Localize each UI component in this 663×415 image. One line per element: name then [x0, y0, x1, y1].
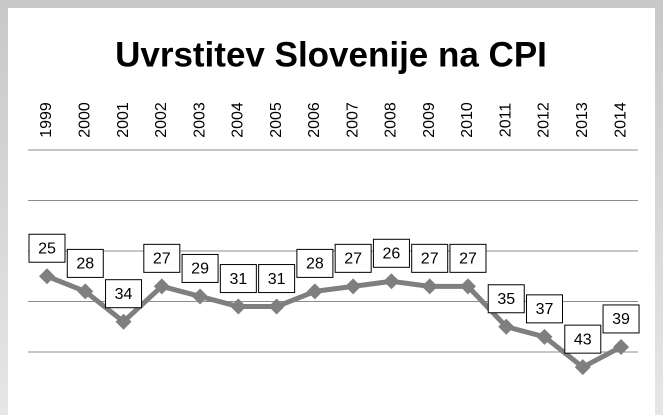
x-tick-label: 2001 — [115, 102, 132, 138]
marker — [77, 283, 94, 300]
data-label-box — [372, 238, 410, 268]
data-label-box — [66, 248, 104, 278]
data-label-box — [219, 264, 257, 294]
marker — [306, 283, 323, 300]
data-label-box — [602, 304, 640, 334]
data-label-box — [258, 264, 296, 294]
marker — [536, 328, 553, 345]
data-label: 28 — [306, 256, 324, 273]
data-label: 27 — [153, 251, 171, 268]
data-label-box — [105, 279, 143, 309]
chart-title: Uvrstitev Slovenije na CPI — [115, 35, 547, 74]
line — [46, 273, 623, 370]
x-tick-label: 2010 — [459, 102, 476, 138]
x-tick-label: 2005 — [268, 102, 285, 138]
data-label: 31 — [229, 271, 247, 288]
data-label-box — [28, 233, 66, 263]
data-label: 34 — [115, 286, 133, 303]
data-label-box — [564, 324, 602, 354]
x-tick-label: 2012 — [536, 102, 553, 138]
marker — [421, 278, 438, 295]
marker — [574, 359, 591, 376]
marker — [268, 298, 285, 315]
x-tick-label: 1999 — [38, 102, 55, 138]
x-tick-label: 2006 — [306, 102, 323, 138]
marker — [39, 268, 55, 285]
x-tick-label: 2008 — [383, 102, 400, 138]
x-tick-label: 2009 — [421, 102, 438, 138]
marker — [345, 278, 362, 295]
data-label: 26 — [383, 246, 401, 263]
x-tick-label: 2007 — [344, 102, 361, 138]
data-label: 31 — [268, 271, 286, 288]
x-tick-label: 2004 — [230, 102, 247, 138]
marker — [115, 313, 132, 330]
data-label-box — [487, 284, 525, 314]
data-label-box — [526, 294, 564, 324]
data-label-box — [181, 253, 219, 283]
marker — [192, 288, 209, 305]
data-label-box — [411, 243, 449, 273]
data-label: 35 — [497, 291, 515, 308]
data-label: 27 — [459, 251, 477, 268]
data-label: 27 — [421, 251, 439, 268]
marker — [459, 278, 476, 295]
data-label: 39 — [612, 311, 630, 328]
data-label-box — [334, 243, 372, 273]
marker — [498, 318, 515, 335]
marker — [613, 338, 630, 355]
plot-area — [8, 8, 655, 415]
x-tick-label: 2002 — [153, 102, 170, 138]
x-tick-label: 2011 — [497, 103, 514, 138]
x-tick-label: 2014 — [612, 102, 629, 138]
data-label-box — [296, 248, 334, 278]
x-tick-label: 2003 — [191, 102, 208, 138]
marker — [153, 278, 170, 295]
data-label-box — [143, 243, 181, 273]
data-label: 28 — [76, 256, 94, 273]
data-label: 29 — [191, 261, 209, 278]
data-label: 25 — [38, 240, 56, 257]
marker — [383, 273, 400, 290]
data-label-box — [449, 243, 487, 273]
data-label: 43 — [574, 331, 592, 348]
data-label: 37 — [536, 301, 554, 318]
data-label: 27 — [344, 251, 362, 268]
marker — [230, 298, 247, 315]
x-tick-label: 2013 — [574, 102, 591, 138]
x-tick-label: 2000 — [76, 102, 93, 138]
